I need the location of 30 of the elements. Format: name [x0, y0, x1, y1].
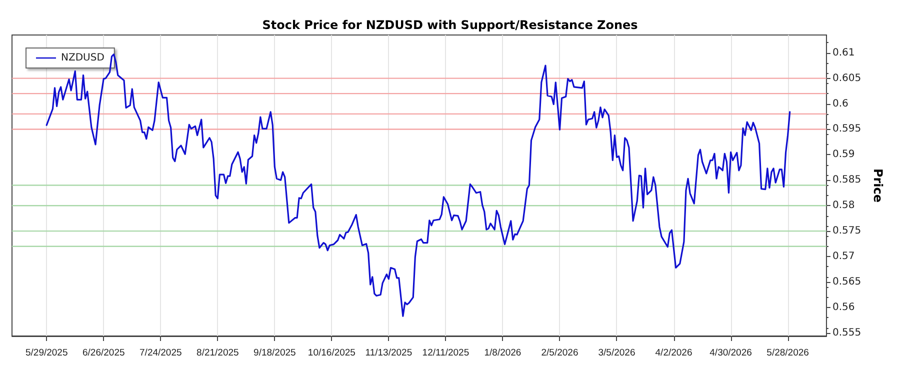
x-tick-label: 11/13/2025: [365, 348, 412, 358]
y-tick-label: 0.585: [832, 174, 862, 186]
y-tick-label: 0.605: [832, 72, 862, 84]
y-tick-label: 0.57: [832, 251, 855, 262]
y-tick-label: 0.61: [832, 47, 855, 58]
x-tick-label: 12/11/2025: [422, 348, 470, 358]
y-axis-title: Price: [871, 168, 885, 203]
legend-label: NZDUSD: [61, 52, 105, 64]
x-tick-label: 4/2/2026: [655, 348, 692, 358]
x-tick-label: 2/5/2026: [541, 348, 578, 358]
y-tick-label: 0.56: [832, 302, 855, 313]
x-tick-label: 9/18/2025: [254, 348, 296, 358]
y-tick-label: 0.565: [832, 276, 862, 288]
y-tick-label: 0.6: [832, 98, 848, 110]
y-tick-label: 0.575: [832, 226, 862, 237]
y-tick-label: 0.595: [832, 124, 862, 135]
x-tick-label: 1/8/2026: [484, 348, 522, 358]
x-tick-label: 7/24/2025: [140, 348, 182, 358]
chart-title: Stock Price for NZDUSD with Support/Resistance Zones: [262, 18, 638, 32]
y-tick-label: 0.59: [832, 149, 855, 160]
x-tick-label: 8/21/2025: [196, 348, 239, 358]
x-tick-label: 5/29/2025: [25, 348, 68, 358]
y-tick-label: 0.58: [832, 200, 855, 212]
x-tick-label: 6/26/2025: [82, 348, 125, 358]
x-tick-label: 3/5/2026: [598, 348, 636, 358]
x-tick-label: 5/28/2026: [766, 348, 809, 358]
y-tick-label: 0.555: [832, 327, 862, 338]
x-tick-label: 4/30/2026: [710, 348, 752, 358]
x-tick-label: 10/16/2025: [308, 348, 356, 358]
line-series: [46, 54, 791, 317]
